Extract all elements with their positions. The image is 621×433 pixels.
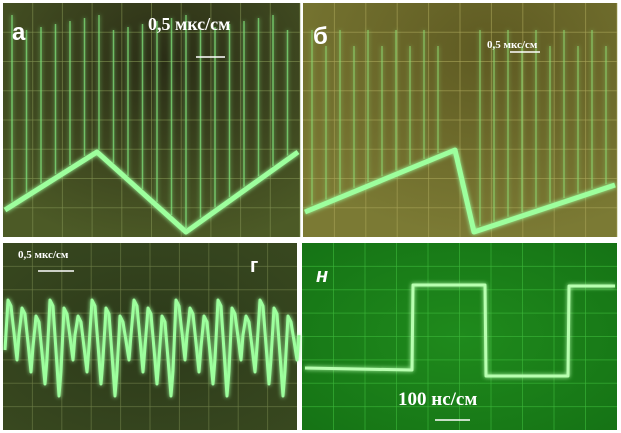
panel-label: б	[313, 23, 328, 50]
traces	[3, 147, 616, 398]
trace-n	[304, 283, 615, 378]
spikes	[11, 15, 607, 228]
panel-label: н	[316, 265, 328, 287]
trace-b	[304, 147, 616, 235]
panel-label: а	[12, 19, 26, 46]
scale-label: 0,5 мкс/см	[487, 39, 538, 51]
trace-g	[3, 298, 301, 398]
trace-a	[3, 149, 300, 235]
scale-label: 0,5 мкс/см	[148, 14, 230, 34]
scale-label: 100 нс/см	[398, 389, 477, 410]
scale-label: 0,5 мкс/см	[18, 249, 69, 261]
scale-arrows	[38, 51, 540, 421]
panel-label: г	[250, 255, 258, 277]
